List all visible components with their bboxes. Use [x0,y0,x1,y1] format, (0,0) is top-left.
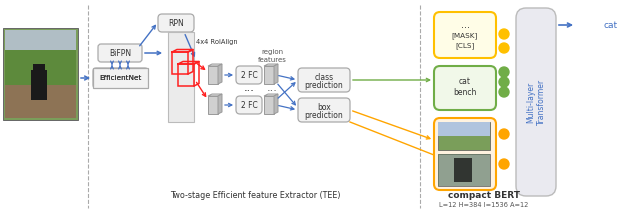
Bar [5,30,76,52]
Bar [208,66,218,84]
Circle shape [499,43,509,53]
Text: L=12 H=384 I=1536 A=12: L=12 H=384 I=1536 A=12 [439,202,529,208]
Bar [178,64,194,86]
Text: [MASK]: [MASK] [452,33,478,39]
Bar [438,122,490,150]
Text: ...: ... [267,83,277,93]
FancyBboxPatch shape [236,66,262,84]
Polygon shape [264,64,278,66]
Text: BiFPN: BiFPN [109,49,131,58]
Text: 2 FC: 2 FC [241,70,257,79]
Bar [438,122,490,136]
FancyBboxPatch shape [93,68,148,88]
FancyBboxPatch shape [298,68,350,92]
Bar [31,70,47,100]
Polygon shape [93,68,148,88]
FancyBboxPatch shape [158,14,194,32]
Text: Two-stage Efficient feature Extractor (TEE): Two-stage Efficient feature Extractor (T… [170,192,340,201]
Bar [33,64,45,74]
Text: region: region [261,49,283,55]
Bar [438,154,490,186]
Bar [172,52,188,74]
FancyBboxPatch shape [98,44,142,62]
FancyBboxPatch shape [434,66,496,110]
Text: [CLS]: [CLS] [456,43,475,49]
Bar [438,154,490,186]
Text: bench: bench [453,88,477,97]
Circle shape [499,159,509,169]
Text: RPN: RPN [168,18,184,28]
Text: 2 FC: 2 FC [241,101,257,110]
Bar [5,83,76,118]
Polygon shape [274,64,278,84]
Text: cat: cat [459,77,471,86]
Text: EfficientNet: EfficientNet [99,75,141,81]
Polygon shape [264,94,278,96]
Bar [208,96,218,114]
Bar [168,32,194,122]
FancyBboxPatch shape [298,98,350,122]
Text: box: box [317,103,331,111]
Bar [454,158,472,182]
Text: cat: cat [603,21,617,30]
Polygon shape [208,64,222,66]
Text: prediction: prediction [305,110,344,119]
FancyBboxPatch shape [236,96,262,114]
Polygon shape [274,94,278,114]
Text: Multi-layer
Transformer: Multi-layer Transformer [526,79,546,125]
Text: compact BERT: compact BERT [448,192,520,201]
Text: ...: ... [244,83,255,93]
Circle shape [499,29,509,39]
Text: features: features [257,57,287,63]
FancyBboxPatch shape [516,8,556,196]
Bar [5,50,76,85]
Circle shape [499,87,509,97]
Circle shape [499,129,509,139]
Polygon shape [208,94,222,96]
FancyBboxPatch shape [434,12,496,58]
Bar [3,28,78,120]
Circle shape [499,77,509,87]
Bar [264,66,274,84]
Polygon shape [218,94,222,114]
Text: prediction: prediction [305,80,344,89]
FancyBboxPatch shape [434,118,496,190]
Bar [264,96,274,114]
Circle shape [499,67,509,77]
Text: EfficientNet: EfficientNet [99,75,141,81]
Text: 4x4 RoIAlign: 4x4 RoIAlign [196,39,237,45]
Text: ...: ... [461,20,470,30]
Polygon shape [218,64,222,84]
Text: ...: ... [244,83,255,93]
Text: class: class [314,73,333,82]
